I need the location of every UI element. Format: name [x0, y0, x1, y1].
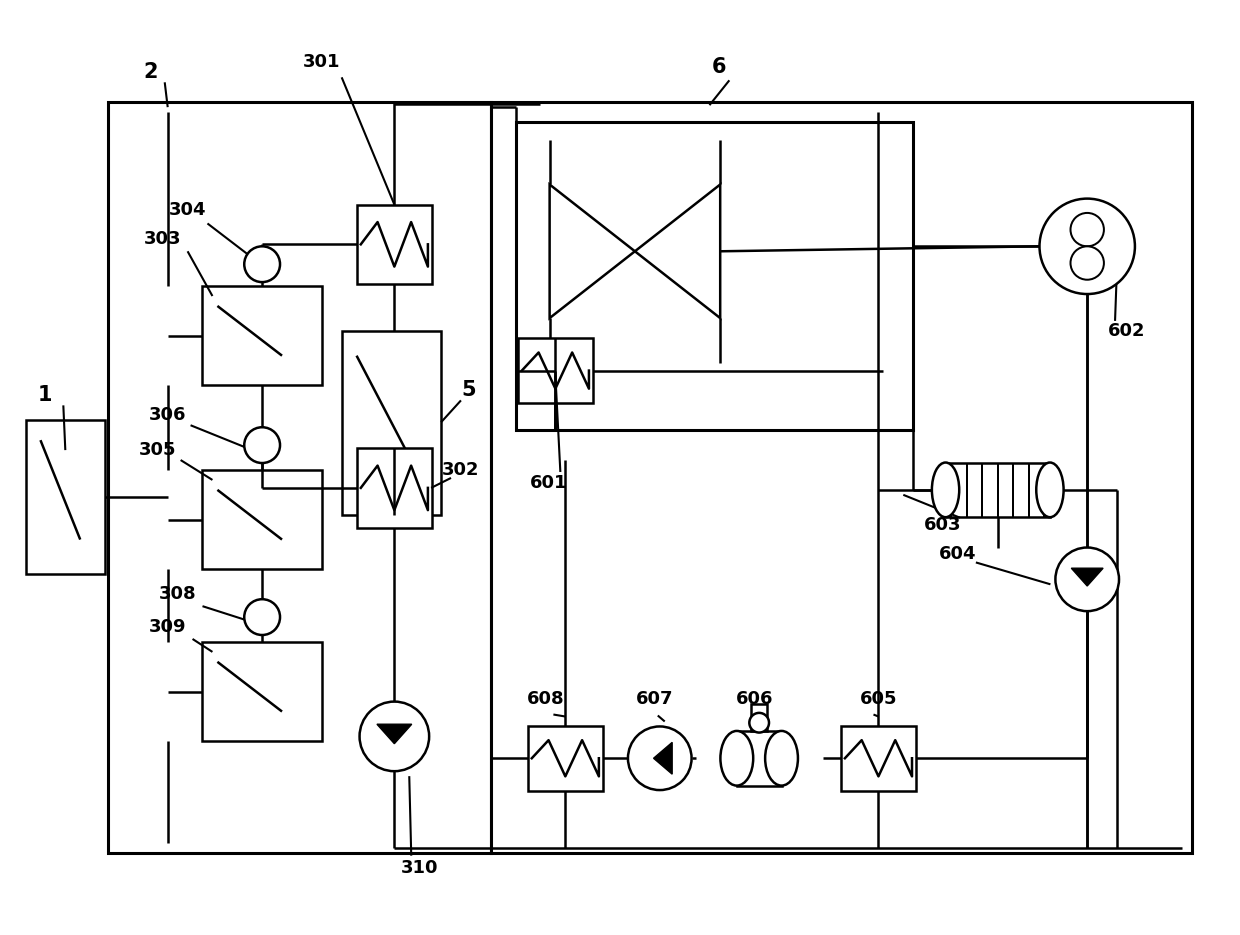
Circle shape [627, 726, 692, 790]
Text: 310: 310 [401, 858, 438, 877]
Circle shape [1039, 198, 1135, 294]
Bar [357, 205, 432, 284]
Bar [342, 331, 441, 515]
Text: 608: 608 [527, 690, 564, 708]
Bar [518, 338, 593, 403]
Circle shape [244, 427, 280, 463]
Bar [202, 470, 322, 569]
Text: 605: 605 [859, 690, 898, 708]
Text: 303: 303 [144, 230, 181, 249]
Bar [737, 731, 781, 785]
Text: 309: 309 [149, 618, 186, 636]
Text: 603: 603 [924, 516, 962, 534]
Text: 2: 2 [144, 63, 157, 82]
Text: 601: 601 [529, 474, 567, 492]
Text: 604: 604 [939, 545, 977, 564]
Polygon shape [377, 725, 412, 743]
Text: 305: 305 [139, 441, 176, 459]
Bar [946, 463, 1050, 517]
Polygon shape [1071, 568, 1104, 586]
Bar [491, 102, 1192, 853]
Circle shape [360, 701, 429, 771]
Bar [26, 420, 105, 574]
Bar [528, 726, 603, 791]
Ellipse shape [1037, 463, 1064, 517]
Bar [841, 726, 915, 791]
Bar [202, 286, 322, 385]
Circle shape [244, 599, 280, 635]
Circle shape [1070, 213, 1104, 246]
Text: 1: 1 [38, 385, 52, 406]
Text: 602: 602 [1109, 322, 1146, 339]
Bar [751, 704, 768, 731]
Ellipse shape [720, 731, 753, 785]
Bar [357, 448, 432, 527]
Text: 306: 306 [149, 407, 186, 424]
Text: 304: 304 [169, 200, 206, 219]
Text: 302: 302 [443, 461, 480, 479]
Ellipse shape [932, 463, 960, 517]
Circle shape [1070, 246, 1104, 280]
Bar [516, 122, 913, 430]
Text: 606: 606 [735, 690, 773, 708]
Circle shape [244, 246, 280, 282]
Ellipse shape [765, 731, 797, 785]
Circle shape [749, 712, 769, 732]
Text: 6: 6 [712, 57, 727, 78]
Text: 301: 301 [303, 53, 341, 71]
Bar [108, 102, 491, 853]
Text: 308: 308 [159, 585, 196, 603]
Polygon shape [653, 742, 672, 774]
Bar [202, 642, 322, 741]
Circle shape [1055, 548, 1118, 611]
Text: 5: 5 [461, 381, 476, 400]
Text: 607: 607 [636, 690, 673, 708]
